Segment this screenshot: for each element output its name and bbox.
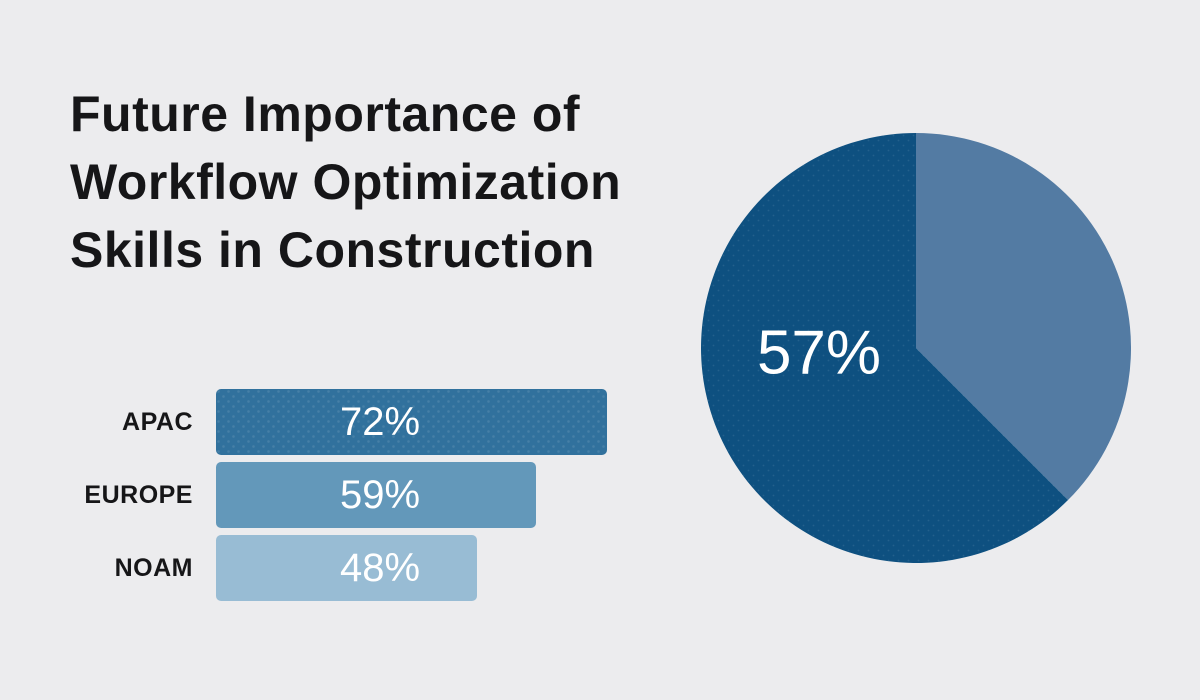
bar-value-label-noam: 48% [339,546,421,590]
bar-row-apac: APAC 72% [122,389,816,455]
bar-apac [216,389,607,455]
bar-row-noam: NOAM 48% [115,535,816,601]
bar-value-label-europe: 59% [339,473,421,517]
pie-slice-dark [701,133,1069,563]
bar-category-label-europe: EUROPE [84,480,193,509]
pie-slice-light [916,133,1131,501]
bar-europe [216,462,536,528]
title-line-1: Future Importance of [70,86,581,142]
pie-value-label: 57% [756,318,882,388]
pie-chart-svg [701,133,1131,563]
bar-noam [216,535,477,601]
title-line-2: Workflow Optimization [70,154,622,210]
pie-chart: 57% [701,133,1131,563]
bar-category-label-apac: APAC [122,407,193,436]
title-line-3: Skills in Construction [70,222,595,278]
bar-chart: APAC 72% EUROPE 59% NOAM 48% [84,389,816,608]
bar-category-label-noam: NOAM [114,553,193,582]
chart-title: Future Importance of Workflow Optimizati… [70,80,621,284]
bar-value-label-apac: 72% [339,400,421,444]
bar-row-europe: EUROPE 59% [84,462,816,528]
